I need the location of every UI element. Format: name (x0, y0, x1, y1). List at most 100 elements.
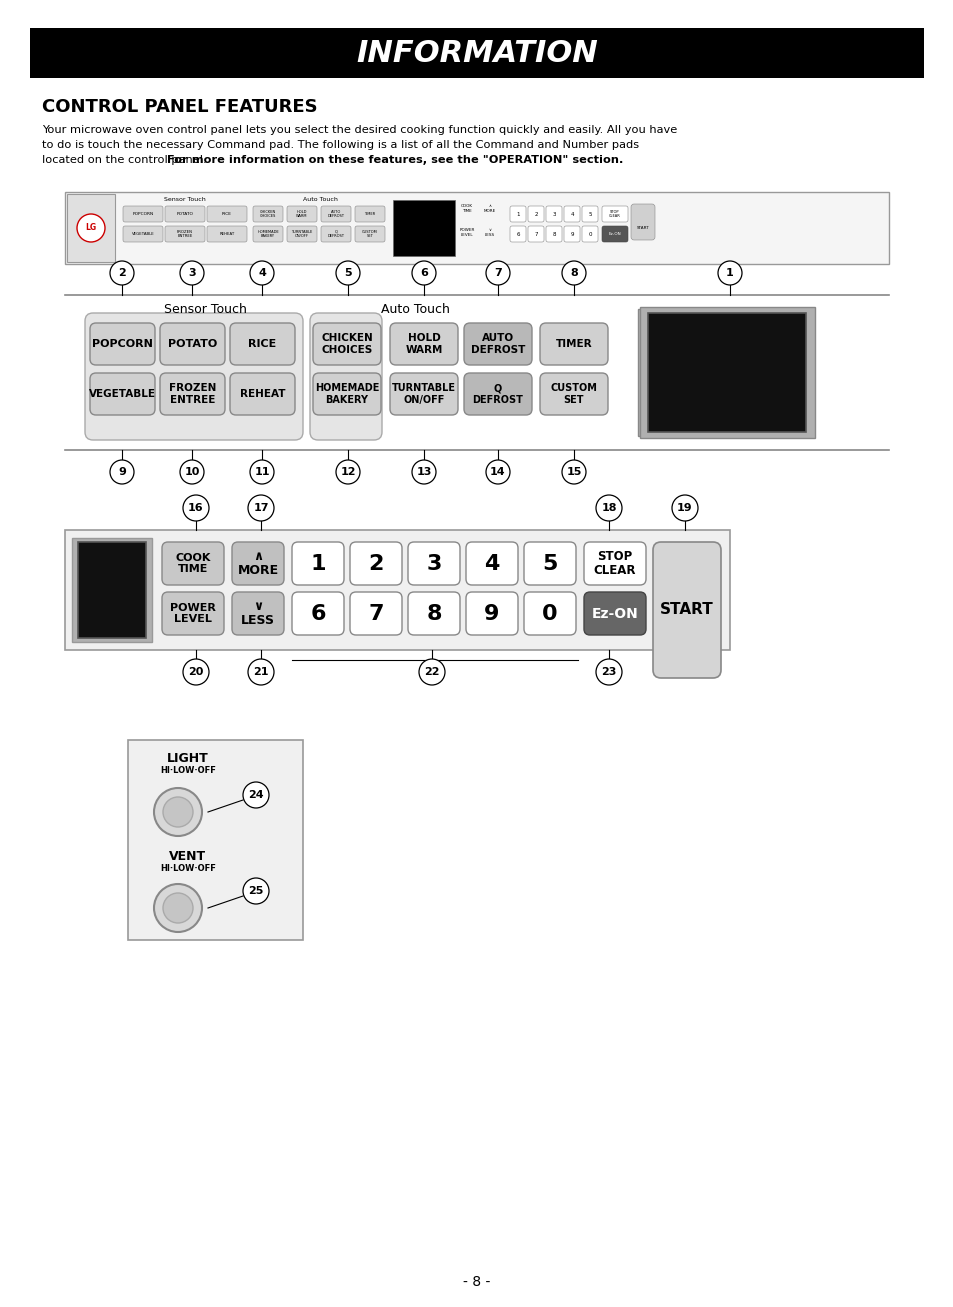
Text: INFORMATION: INFORMATION (355, 38, 598, 68)
Text: CHICKEN
CHOICES: CHICKEN CHOICES (321, 333, 373, 354)
Text: 17: 17 (253, 503, 269, 514)
FancyBboxPatch shape (583, 592, 645, 635)
Text: RICE: RICE (248, 339, 276, 349)
Circle shape (250, 460, 274, 484)
Text: Q
DEFROST: Q DEFROST (327, 230, 344, 238)
Text: 16: 16 (188, 503, 204, 514)
Text: 1: 1 (725, 268, 733, 278)
Text: 3: 3 (188, 268, 195, 278)
Circle shape (153, 788, 202, 836)
Text: 2: 2 (118, 268, 126, 278)
FancyBboxPatch shape (539, 323, 607, 365)
Text: 23: 23 (600, 667, 616, 677)
FancyBboxPatch shape (207, 207, 247, 222)
Text: FROZEN
ENTREE: FROZEN ENTREE (169, 383, 216, 405)
Text: Ez-ON: Ez-ON (608, 233, 620, 237)
FancyBboxPatch shape (601, 226, 627, 242)
Circle shape (250, 261, 274, 285)
FancyBboxPatch shape (539, 372, 607, 416)
Text: 7: 7 (368, 604, 383, 623)
Text: 6: 6 (516, 231, 519, 237)
FancyBboxPatch shape (408, 542, 459, 586)
Text: ∧
MORE: ∧ MORE (237, 549, 278, 578)
Text: POWER
LEVEL: POWER LEVEL (170, 603, 215, 625)
Text: HOLD
WARM: HOLD WARM (296, 209, 308, 218)
FancyBboxPatch shape (320, 226, 351, 242)
FancyBboxPatch shape (313, 323, 380, 365)
Text: 7: 7 (494, 268, 501, 278)
FancyBboxPatch shape (527, 207, 543, 222)
FancyBboxPatch shape (510, 226, 525, 242)
Text: Sensor Touch: Sensor Touch (164, 197, 206, 203)
Text: ∧
MORE: ∧ MORE (483, 204, 496, 213)
Text: POTATO: POTATO (176, 212, 193, 216)
Text: POTATO: POTATO (168, 339, 217, 349)
FancyBboxPatch shape (583, 542, 645, 586)
Circle shape (418, 659, 444, 685)
Bar (30, 27, 923, 78)
FancyBboxPatch shape (510, 207, 525, 222)
Text: 0: 0 (588, 231, 591, 237)
FancyBboxPatch shape (232, 542, 284, 586)
Text: AUTO
DEFROST: AUTO DEFROST (327, 209, 344, 218)
FancyBboxPatch shape (390, 372, 457, 416)
Text: 22: 22 (424, 667, 439, 677)
Text: ∨
LESS: ∨ LESS (484, 227, 495, 237)
Text: START: START (659, 603, 713, 617)
FancyBboxPatch shape (463, 323, 532, 365)
Text: START: START (636, 226, 649, 230)
FancyBboxPatch shape (523, 542, 576, 586)
Text: 6: 6 (310, 604, 325, 623)
Text: Your microwave oven control panel lets you select the desired cooking function q: Your microwave oven control panel lets y… (42, 125, 677, 135)
FancyBboxPatch shape (545, 207, 561, 222)
Text: For more information on these features, see the "OPERATION" section.: For more information on these features, … (167, 156, 622, 165)
Circle shape (671, 495, 698, 521)
Bar (393, 200, 455, 256)
FancyBboxPatch shape (123, 207, 163, 222)
Circle shape (77, 214, 105, 242)
FancyBboxPatch shape (527, 226, 543, 242)
FancyBboxPatch shape (232, 592, 284, 635)
Text: TURNTABLE
ON/OFF: TURNTABLE ON/OFF (291, 230, 313, 238)
Text: 4: 4 (484, 553, 499, 574)
Text: located on the control panel.: located on the control panel. (42, 156, 210, 165)
FancyBboxPatch shape (350, 542, 401, 586)
Text: 25: 25 (248, 886, 263, 897)
Circle shape (180, 460, 204, 484)
FancyBboxPatch shape (563, 207, 579, 222)
FancyBboxPatch shape (350, 592, 401, 635)
Text: LG: LG (86, 223, 96, 233)
Bar (65, 192, 888, 264)
Text: Q
DEFROST: Q DEFROST (472, 383, 523, 405)
Text: 18: 18 (600, 503, 616, 514)
FancyBboxPatch shape (465, 592, 517, 635)
Circle shape (335, 460, 359, 484)
FancyBboxPatch shape (292, 542, 344, 586)
FancyBboxPatch shape (230, 323, 294, 365)
Text: 10: 10 (184, 467, 199, 477)
Text: 1: 1 (516, 212, 519, 217)
FancyBboxPatch shape (320, 207, 351, 222)
Text: 2: 2 (368, 553, 383, 574)
Text: 6: 6 (419, 268, 428, 278)
FancyBboxPatch shape (230, 372, 294, 416)
Circle shape (110, 261, 133, 285)
Text: Sensor Touch: Sensor Touch (163, 303, 246, 316)
Text: LIGHT: LIGHT (167, 752, 209, 765)
FancyBboxPatch shape (652, 542, 720, 678)
Text: HOLD
WARM: HOLD WARM (405, 333, 442, 354)
Text: CUSTOM
SET: CUSTOM SET (362, 230, 377, 238)
FancyBboxPatch shape (165, 207, 205, 222)
FancyBboxPatch shape (355, 226, 385, 242)
Text: 24: 24 (248, 789, 264, 800)
FancyBboxPatch shape (123, 226, 163, 242)
Text: HOMEMADE
BAKERY: HOMEMADE BAKERY (314, 383, 378, 405)
Text: TIMER: TIMER (555, 339, 592, 349)
FancyBboxPatch shape (390, 323, 457, 365)
Circle shape (412, 261, 436, 285)
FancyBboxPatch shape (85, 312, 303, 440)
Text: 20: 20 (188, 667, 204, 677)
Text: HOMEMADE
BAKERY: HOMEMADE BAKERY (257, 230, 278, 238)
Text: Ez-ON: Ez-ON (591, 606, 638, 621)
Text: VEGETABLE: VEGETABLE (132, 233, 154, 237)
